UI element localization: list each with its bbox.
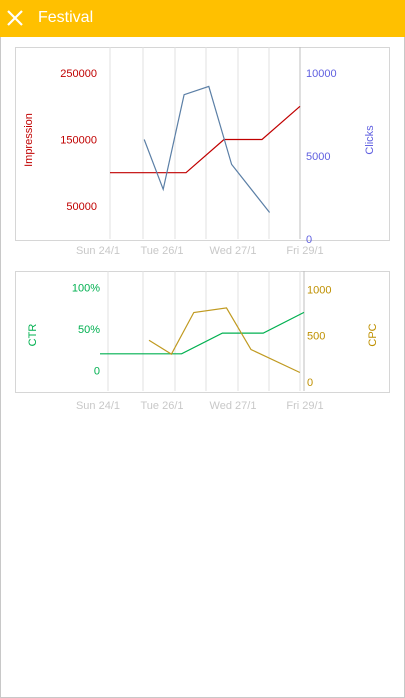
y-right-tick-label: 500 [307,331,325,343]
x-tick-label: Fri 29/1 [286,245,323,257]
page-title: Festival [38,9,94,26]
x-tick-label: Tue 26/1 [140,245,183,257]
y-left-tick-label: 0 [94,365,100,377]
y-left-tick-label: 150000 [60,135,97,147]
x-tick-label: Wed 27/1 [210,245,257,257]
y-left-tick-label: 50000 [66,201,97,213]
ctr-cpc-chart-card [15,271,390,393]
x-tick-label: Tue 26/1 [140,400,183,412]
y-left-axis-label: CTR [27,324,39,347]
x-tick-label: Wed 27/1 [210,400,257,412]
ctr-cpc-chart: 0 50% 100% 0 500 1000 CTR CPC Sun 24/1 Tue 26/1 We… [27,271,379,412]
y-right-tick-label: 1000 [307,284,331,296]
y-right-tick-label: 5000 [306,151,330,163]
y-right-axis-label: Clicks [364,125,376,155]
close-button[interactable] [3,6,27,30]
impression-clicks-chart: 50000 150000 250000 0 5000 10000 Impression Cli… [23,47,376,257]
series-line-clicks [143,85,271,213]
x-tick-label: Sun 24/1 [76,245,120,257]
y-left-tick-label: 100% [72,283,100,295]
app-bar: Festival [0,0,405,37]
y-right-tick-label: 0 [307,377,313,389]
close-icon [7,10,23,26]
series-line-ctr [100,311,305,355]
y-right-tick-label: 0 [306,234,312,246]
series-line-impression [110,105,301,174]
impression-clicks-chart-card [15,47,390,241]
y-left-tick-label: 50% [78,324,100,336]
y-left-tick-label: 250000 [60,68,97,80]
y-right-axis-label: CPC [367,323,379,346]
y-right-tick-label: 10000 [306,68,337,80]
y-left-axis-label: Impression [23,113,35,167]
x-tick-label: Sun 24/1 [76,400,120,412]
x-tick-label: Fri 29/1 [286,400,323,412]
series-line-cpc [148,307,301,374]
